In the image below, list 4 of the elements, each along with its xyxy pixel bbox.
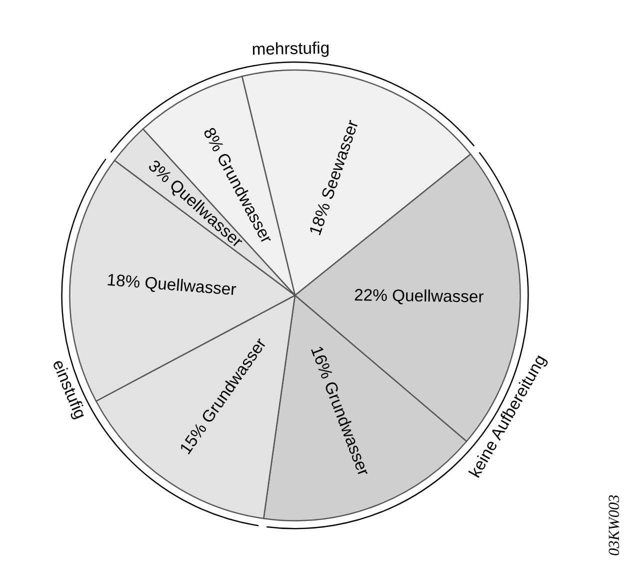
slice-label: 22% Quellwasser xyxy=(354,288,484,306)
text: mehrstufig xyxy=(252,41,329,58)
text: 03KW003 xyxy=(608,495,620,556)
slice-label: 18% Quellwasser xyxy=(107,273,236,298)
